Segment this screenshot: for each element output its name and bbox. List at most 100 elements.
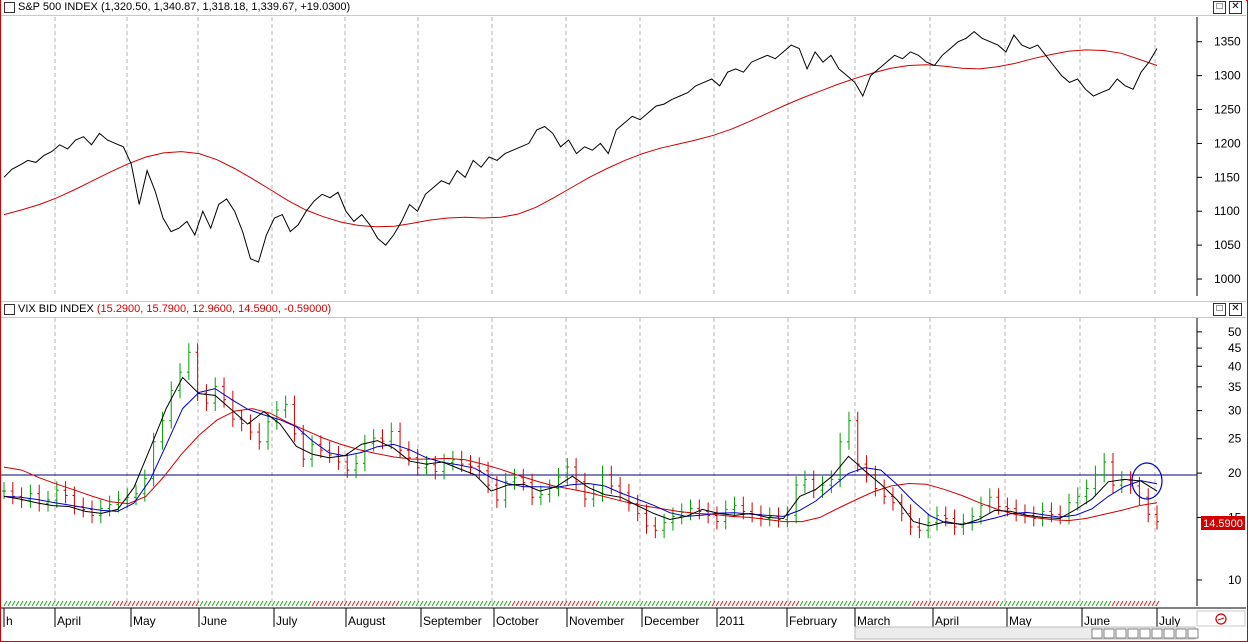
hatch-mark	[227, 600, 232, 607]
top-close-button[interactable]: ✕	[1229, 1, 1242, 14]
top-restore-button[interactable]: □	[1213, 1, 1226, 14]
hatch-mark	[199, 600, 204, 607]
hatch-mark	[151, 600, 156, 607]
hatch-mark	[123, 600, 128, 607]
hatch-mark	[907, 600, 912, 607]
x-axis-label: August	[348, 614, 386, 628]
hatch-mark	[851, 600, 856, 607]
vix-y-tick-label: 10	[1228, 573, 1242, 587]
hatch-mark	[1067, 600, 1072, 607]
hatch-mark	[91, 600, 96, 607]
hatch-mark	[335, 600, 340, 607]
hatch-mark	[463, 600, 468, 607]
hatch-mark	[799, 600, 804, 607]
hatch-mark	[719, 600, 724, 607]
hatch-mark	[687, 600, 692, 607]
hatch-mark	[991, 600, 996, 607]
sp500-y-tick-label: 1300	[1214, 69, 1241, 83]
x-axis-label: February	[789, 614, 837, 628]
hatch-mark	[911, 600, 916, 607]
hatch-mark	[223, 600, 228, 607]
hatch-mark	[83, 600, 88, 607]
hatch-mark	[995, 600, 1000, 607]
hatch-mark	[59, 600, 64, 607]
hatch-mark	[739, 600, 744, 607]
hatch-mark	[347, 600, 352, 607]
hatch-mark	[919, 600, 924, 607]
pane-menu-icon[interactable]	[4, 2, 15, 13]
hatch-mark	[835, 600, 840, 607]
hatch-mark	[431, 600, 436, 607]
vix-pane-header: VIX BID INDEX (15.2900, 15.7900, 12.9600…	[1, 301, 1246, 318]
hatch-mark	[863, 600, 868, 607]
hatch-mark	[1075, 600, 1080, 607]
hatch-mark	[579, 600, 584, 607]
hatch-mark	[515, 600, 520, 607]
hatch-mark	[867, 600, 872, 607]
hatch-mark	[619, 600, 624, 607]
hatch-mark	[479, 600, 484, 607]
hatch-mark	[859, 600, 864, 607]
toolbar-button	[1103, 628, 1115, 639]
hatch-mark	[999, 600, 1004, 607]
vix-ohlc-bars	[2, 343, 1159, 539]
bottom-restore-button[interactable]: □	[1213, 303, 1226, 316]
hatch-mark	[27, 600, 32, 607]
hatch-mark	[43, 600, 48, 607]
hatch-mark	[127, 600, 132, 607]
hatch-mark	[1139, 600, 1144, 607]
hatch-mark	[251, 600, 256, 607]
hatch-mark	[767, 600, 772, 607]
hatch-mark	[375, 600, 380, 607]
hatch-mark	[1119, 600, 1124, 607]
sp500-y-tick-label: 1050	[1214, 238, 1241, 252]
hatch-mark	[727, 600, 732, 607]
hatch-mark	[31, 600, 36, 607]
hatch-mark	[339, 600, 344, 607]
hatch-mark	[731, 600, 736, 607]
hatch-mark	[595, 600, 600, 607]
hatch-mark	[903, 600, 908, 607]
sp500-values: (1,320.50, 1,340.87, 1,318.18, 1,339.67,…	[100, 1, 351, 13]
hatch-mark	[119, 600, 124, 607]
hatch-mark	[399, 600, 404, 607]
hatch-mark	[1111, 600, 1116, 607]
vix-last-value-text: 14.5900	[1203, 518, 1243, 530]
hatch-mark	[435, 600, 440, 607]
hatch-mark	[267, 600, 272, 607]
hatch-mark	[147, 600, 152, 607]
hatch-mark	[1127, 600, 1132, 607]
hatch-mark	[403, 600, 408, 607]
hatch-mark	[275, 600, 280, 607]
bottom-close-button[interactable]: ✕	[1229, 303, 1242, 316]
x-axis-label: March	[857, 614, 890, 628]
hatch-mark	[683, 600, 688, 607]
hatch-mark	[743, 600, 748, 607]
hatch-mark	[775, 600, 780, 607]
vix-last-value-badge	[1201, 516, 1245, 530]
pane-menu-icon[interactable]	[4, 304, 15, 315]
hatch-mark	[1143, 600, 1148, 607]
hatch-mark	[143, 600, 148, 607]
hatch-mark	[699, 600, 704, 607]
hatch-mark	[371, 600, 376, 607]
hatch-mark	[487, 600, 492, 607]
hatch-mark	[155, 600, 160, 607]
hatch-mark	[3, 600, 8, 607]
hatch-mark	[307, 600, 312, 607]
hatch-mark	[787, 600, 792, 607]
hatch-mark	[975, 600, 980, 607]
x-axis-label: June	[201, 614, 227, 628]
hatch-mark	[235, 600, 240, 607]
hatch-mark	[971, 600, 976, 607]
hatch-mark	[179, 600, 184, 607]
hatch-mark	[71, 600, 76, 607]
x-axis-label: 2011	[719, 614, 745, 628]
hatch-mark	[211, 600, 216, 607]
hatch-mark	[603, 600, 608, 607]
alarm-clock-icon	[1215, 613, 1227, 625]
hatch-mark	[1079, 600, 1084, 607]
hatch-mark	[663, 600, 668, 607]
hatch-mark	[847, 600, 852, 607]
